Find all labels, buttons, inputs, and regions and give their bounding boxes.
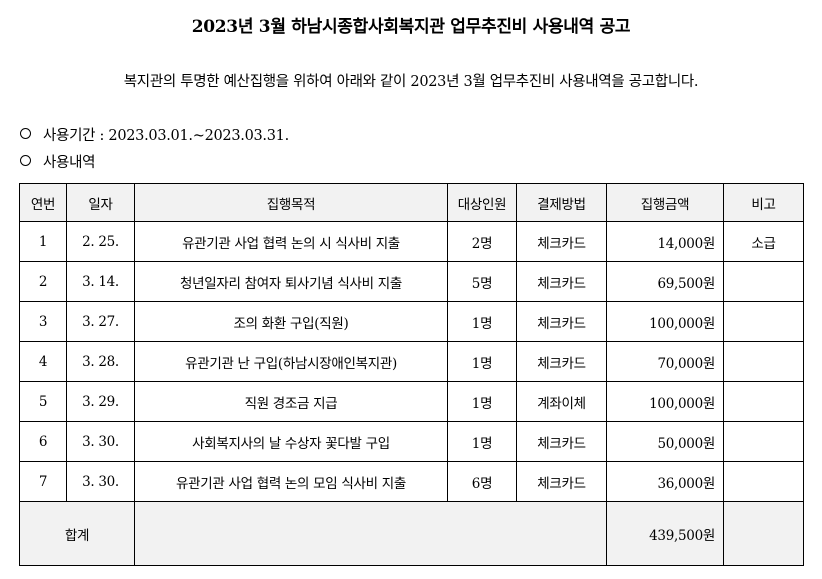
circle-bullet-icon <box>20 128 31 139</box>
details-label: 사용내역 <box>43 155 96 171</box>
expense-table: 연번 일자 집행목적 대상인원 결제방법 집행금액 비고 1 2. 25. 유관기관… <box>19 183 804 566</box>
row-no: 2 <box>19 261 67 302</box>
header-date: 일자 <box>66 183 135 222</box>
header-people: 대상인원 <box>447 183 517 222</box>
table-row: 4 3. 28. 유관기관 난 구입(하남시장애인복지관) 1명 체크카드 70,000원 <box>19 341 804 382</box>
table-row: 3 3. 27. 조의 화환 구입(직원) 1명 체크카드 100,000원 <box>19 301 804 342</box>
row-method: 체크카드 <box>516 421 607 462</box>
row-purpose: 사회복지사의 날 수상자 꽃다발 구입 <box>134 421 448 462</box>
header-no: 연번 <box>19 183 67 222</box>
row-note <box>723 421 804 462</box>
row-purpose: 유관기관 난 구입(하남시장애인복지관) <box>134 341 448 382</box>
table-row: 1 2. 25. 유관기관 사업 협력 논의 시 식사비 지출 2명 체크카드 14,00… <box>19 221 804 262</box>
row-date: 3. 28. <box>66 341 135 382</box>
usage-details-heading: 사용내역 <box>20 151 95 172</box>
row-method: 체크카드 <box>516 461 607 502</box>
row-people: 1명 <box>447 341 517 382</box>
row-people: 6명 <box>447 461 517 502</box>
row-amount: 100,000원 <box>606 381 724 422</box>
row-no: 6 <box>19 421 67 462</box>
row-purpose: 직원 경조금 지급 <box>134 381 448 422</box>
table-row: 2 3. 14. 청년일자리 참여자 퇴사기념 식사비 지출 5명 체크카드 69,500… <box>19 261 804 302</box>
total-empty <box>134 501 607 566</box>
row-date: 3. 29. <box>66 381 135 422</box>
row-amount: 69,500원 <box>606 261 724 302</box>
table-row: 6 3. 30. 사회복지사의 날 수상자 꽃다발 구입 1명 체크카드 50,000원 <box>19 421 804 462</box>
row-date: 3. 30. <box>66 461 135 502</box>
header-method: 결제방법 <box>516 183 607 222</box>
page-title: 2023년 3월 하남시종합사회복지관 업무추진비 사용내역 공고 <box>191 17 631 37</box>
row-no: 4 <box>19 341 67 382</box>
table-header-row: 연번 일자 집행목적 대상인원 결제방법 집행금액 비고 <box>19 183 804 222</box>
row-note <box>723 301 804 342</box>
table-row: 7 3. 30. 유관기관 사업 협력 논의 모임 식사비 지출 6명 체크카드 36,0… <box>19 461 804 502</box>
row-purpose: 청년일자리 참여자 퇴사기념 식사비 지출 <box>134 261 448 302</box>
header-purpose: 집행목적 <box>134 183 448 222</box>
header-amount: 집행금액 <box>606 183 724 222</box>
row-purpose: 유관기관 사업 협력 논의 모임 식사비 지출 <box>134 461 448 502</box>
row-method: 체크카드 <box>516 341 607 382</box>
row-purpose: 조의 화환 구입(직원) <box>134 301 448 342</box>
period-value: 2023.03.01.~2023.03.31. <box>108 128 289 144</box>
row-people: 1명 <box>447 301 517 342</box>
row-note <box>723 341 804 382</box>
row-note <box>723 381 804 422</box>
row-note: 소급 <box>723 221 804 262</box>
row-amount: 36,000원 <box>606 461 724 502</box>
row-date: 3. 14. <box>66 261 135 302</box>
period-label: 사용기간 <box>43 128 96 144</box>
row-amount: 70,000원 <box>606 341 724 382</box>
row-people: 5명 <box>447 261 517 302</box>
row-no: 3 <box>19 301 67 342</box>
row-no: 1 <box>19 221 67 262</box>
usage-period: 사용기간 : 2023.03.01.~2023.03.31. <box>20 124 289 145</box>
table-row: 5 3. 29. 직원 경조금 지급 1명 계좌이체 100,000원 <box>19 381 804 422</box>
row-amount: 100,000원 <box>606 301 724 342</box>
row-date: 2. 25. <box>66 221 135 262</box>
row-note <box>723 461 804 502</box>
row-amount: 50,000원 <box>606 421 724 462</box>
row-date: 3. 27. <box>66 301 135 342</box>
row-amount: 14,000원 <box>606 221 724 262</box>
header-note: 비고 <box>723 183 804 222</box>
total-row: 합계 439,500원 <box>19 501 804 566</box>
row-method: 체크카드 <box>516 261 607 302</box>
total-note <box>723 501 804 566</box>
row-no: 7 <box>19 461 67 502</box>
circle-bullet-icon <box>20 155 31 166</box>
row-people: 1명 <box>447 421 517 462</box>
period-separator: : <box>99 128 105 144</box>
row-people: 1명 <box>447 381 517 422</box>
row-no: 5 <box>19 381 67 422</box>
row-method: 체크카드 <box>516 301 607 342</box>
row-purpose: 유관기관 사업 협력 논의 시 식사비 지출 <box>134 221 448 262</box>
row-people: 2명 <box>447 221 517 262</box>
total-label: 합계 <box>19 501 135 566</box>
row-method: 계좌이체 <box>516 381 607 422</box>
total-amount: 439,500원 <box>606 501 724 566</box>
row-method: 체크카드 <box>516 221 607 262</box>
intro-text: 복지관의 투명한 예산집행을 위하여 아래와 같이 2023년 3월 업무추진비… <box>123 74 699 90</box>
row-note <box>723 261 804 302</box>
row-date: 3. 30. <box>66 421 135 462</box>
